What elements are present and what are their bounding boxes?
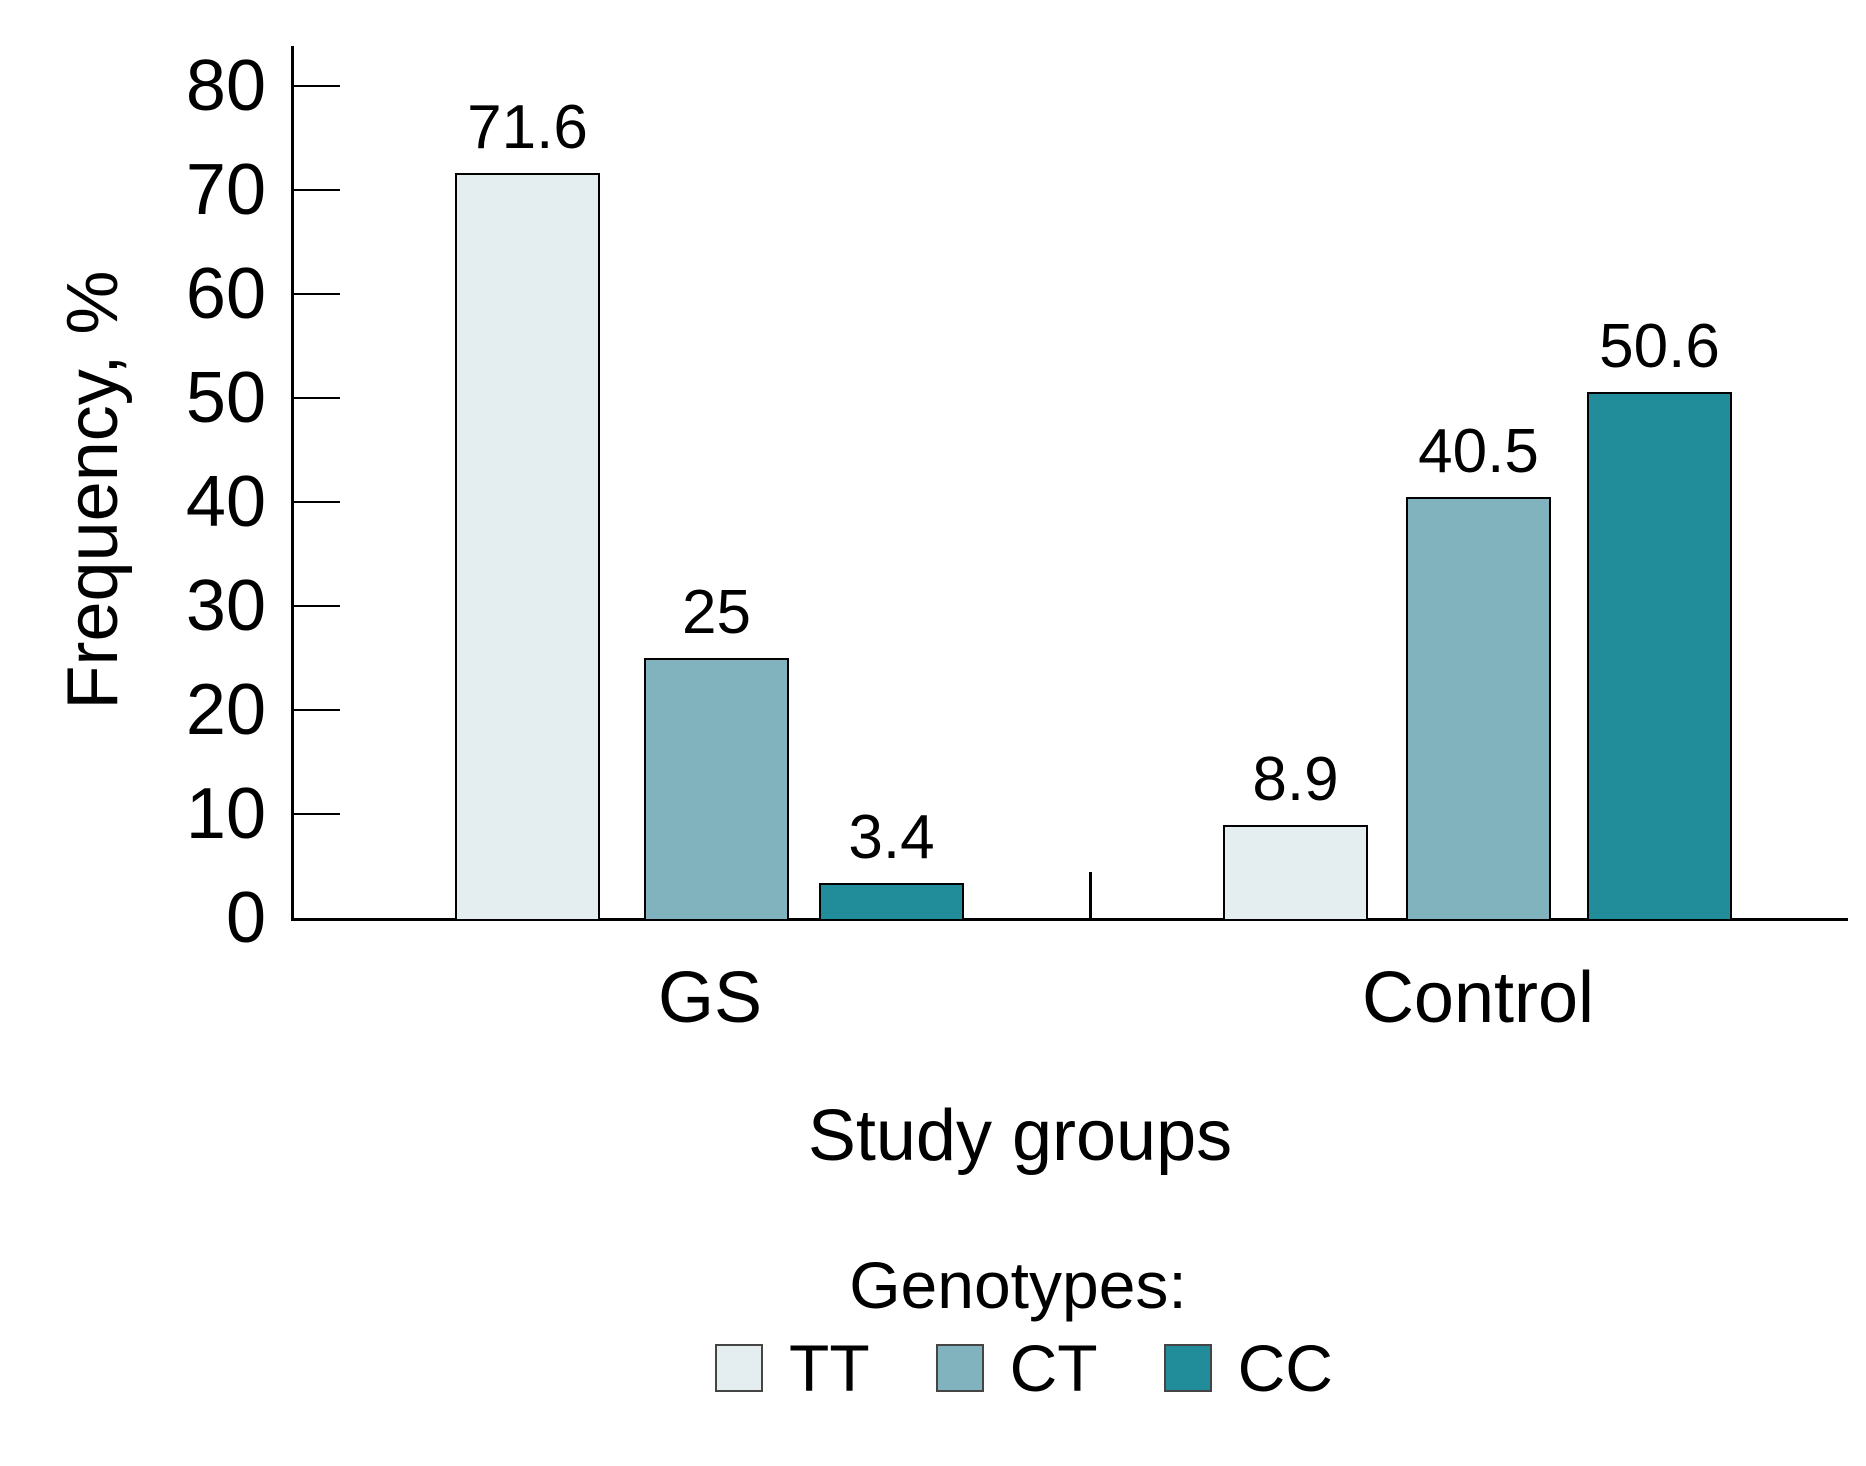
y-tick-label-70: 70	[185, 150, 266, 230]
legend-item-cc: CC	[1163, 1331, 1333, 1405]
legend-item-tt: TT	[715, 1335, 870, 1401]
legend-swatch-cc	[1163, 1344, 1212, 1392]
legend: TT CT CC	[715, 1331, 1333, 1405]
y-tick-80	[294, 85, 340, 87]
bar-control-cc	[1587, 392, 1732, 921]
y-tick-label-40: 40	[185, 462, 266, 542]
y-tick-40	[294, 501, 340, 503]
bar-gs-cc	[819, 883, 964, 921]
x-axis-line	[291, 918, 1848, 921]
legend-swatch-ct	[935, 1344, 984, 1392]
legend-label-tt: TT	[789, 1331, 870, 1405]
legend-label-ct: CT	[1009, 1331, 1098, 1405]
y-tick-label-30: 30	[185, 566, 266, 646]
y-tick-60	[294, 293, 340, 295]
bar-control-tt	[1223, 825, 1368, 921]
y-tick-20	[294, 709, 340, 711]
y-axis-line	[291, 46, 294, 921]
bar-value-gs-cc: 3.4	[848, 803, 935, 872]
y-tick-label-60: 60	[185, 254, 266, 334]
legend-title: Genotypes:	[849, 1248, 1187, 1322]
bar-value-gs-tt: 71.6	[467, 93, 588, 162]
bar-value-gs-ct: 25	[682, 578, 751, 647]
y-tick-70	[294, 189, 340, 191]
bar-value-control-cc: 50.6	[1599, 312, 1720, 381]
bar-gs-ct	[644, 658, 789, 921]
group-label-control: Control	[1361, 958, 1595, 1038]
x-axis-title: Study groups	[807, 1096, 1233, 1176]
y-tick-10	[294, 813, 340, 815]
y-tick-label-20: 20	[185, 670, 266, 750]
bar-value-control-ct: 40.5	[1418, 417, 1539, 486]
group-label-gs: GS	[657, 958, 763, 1038]
bar-value-control-tt: 8.9	[1252, 745, 1339, 814]
group-divider-tick	[1089, 872, 1092, 918]
y-tick-50	[294, 397, 340, 399]
y-tick-label-0: 0	[225, 878, 266, 958]
legend-item-ct: CT	[935, 1331, 1098, 1405]
y-tick-label-80: 80	[185, 46, 266, 126]
y-tick-label-10: 10	[185, 774, 266, 854]
y-tick-30	[294, 605, 340, 607]
bar-gs-tt	[455, 173, 600, 921]
y-tick-label-50: 50	[185, 358, 266, 438]
legend-label-cc: CC	[1237, 1331, 1333, 1405]
bar-control-ct	[1406, 497, 1551, 921]
legend-swatch-tt	[715, 1344, 763, 1392]
